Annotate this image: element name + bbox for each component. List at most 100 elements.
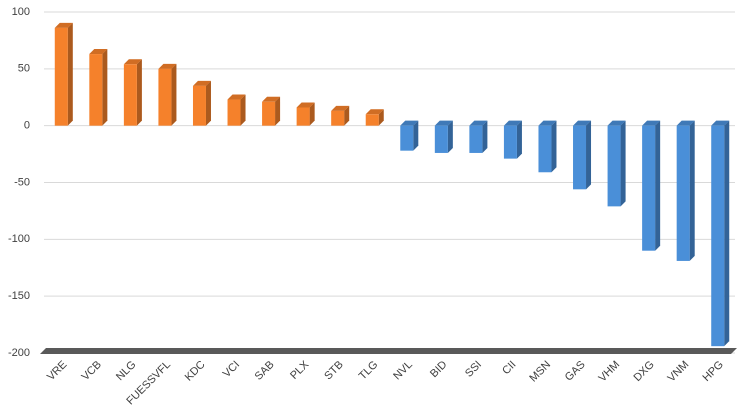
- bar-side-shade: [205, 80, 211, 126]
- bar-top: [158, 63, 177, 69]
- bar-side-shade: [378, 109, 384, 126]
- bar-side: [205, 80, 211, 126]
- x-tick-label: HPG: [701, 359, 726, 384]
- bar-side-shade: [655, 120, 661, 251]
- bar: [331, 110, 345, 126]
- bar-top: [642, 120, 661, 126]
- x-tick-label: NVL: [391, 359, 415, 383]
- x-tick-label: VHM: [596, 359, 622, 385]
- bar: [573, 125, 587, 190]
- bar-top: [503, 120, 522, 126]
- bar-top: [89, 49, 108, 55]
- bar-top-shade: [192, 80, 211, 86]
- bar-top: [607, 120, 626, 126]
- bar-side: [586, 120, 592, 190]
- bar-top: [227, 94, 246, 100]
- bar: [503, 125, 517, 159]
- bar-top-shade: [158, 63, 177, 69]
- x-tick-label: PLX: [288, 358, 312, 382]
- x-tick-label: DXG: [631, 359, 656, 384]
- x-tick-label: SAB: [253, 359, 277, 383]
- x-tick-label: CII: [500, 359, 518, 377]
- bar: [262, 101, 276, 126]
- bar-side-shade: [447, 120, 453, 153]
- bar-top-shade: [296, 102, 315, 108]
- bar-side: [482, 120, 488, 153]
- bar-top: [711, 120, 730, 126]
- x-tick-label: SSI: [463, 359, 484, 380]
- bar-side-shade: [724, 120, 730, 347]
- bar-side: [724, 120, 730, 347]
- bar-top-shade: [227, 94, 246, 100]
- bar-side: [240, 94, 246, 126]
- bar-side: [413, 120, 419, 151]
- bar-top: [400, 120, 419, 126]
- bar-top-shade: [711, 120, 730, 126]
- bar-side-shade: [136, 59, 142, 126]
- x-tick-label: VNM: [666, 359, 692, 385]
- bar-side: [378, 109, 384, 126]
- bar-top: [54, 22, 73, 28]
- bar-side: [551, 120, 557, 173]
- bar-top-shade: [642, 120, 661, 126]
- bar-top-shade: [331, 105, 350, 111]
- bar-top-shade: [676, 120, 695, 126]
- y-tick-label: -100: [8, 233, 30, 245]
- bar: [123, 64, 137, 126]
- x-tick-label: BID: [428, 359, 449, 380]
- bar-side: [655, 120, 661, 251]
- bar-side-shade: [275, 96, 281, 126]
- bar-top: [262, 96, 281, 102]
- bar-top-shade: [573, 120, 592, 126]
- bar-top: [296, 102, 315, 108]
- bar: [296, 107, 310, 126]
- x-tick-label: GAS: [563, 359, 588, 384]
- bar-side: [136, 59, 142, 126]
- bar-top-shade: [262, 96, 281, 102]
- bar: [400, 125, 414, 151]
- bar-side: [516, 120, 522, 159]
- bar-top: [331, 105, 350, 111]
- bar-side-shade: [689, 120, 695, 261]
- bar-side-shade: [171, 63, 177, 126]
- bar-top-shade: [434, 120, 453, 126]
- bar: [642, 125, 656, 251]
- x-tick-label: VCB: [80, 359, 104, 383]
- bar-side-shade: [413, 120, 419, 151]
- bar-top: [469, 120, 488, 126]
- x-tick-label: TLG: [357, 359, 381, 383]
- bar-top: [538, 120, 557, 126]
- y-tick-label: 0: [24, 120, 30, 132]
- bar-side: [102, 49, 108, 126]
- bar-side: [620, 120, 626, 207]
- bar-top-shade: [54, 22, 73, 28]
- y-tick-label: -200: [8, 347, 30, 359]
- floor: [40, 348, 737, 354]
- bar: [227, 99, 241, 126]
- bar-side-shade: [551, 120, 557, 173]
- bar-top: [192, 80, 211, 86]
- bar-top-shade: [469, 120, 488, 126]
- bar-top: [676, 120, 695, 126]
- bar-side-shade: [240, 94, 246, 126]
- bar-top-shade: [123, 59, 142, 65]
- bar-side: [309, 102, 315, 126]
- bar-side-shade: [67, 22, 73, 126]
- bar-top-shade: [538, 120, 557, 126]
- x-tick-label: NLG: [114, 359, 138, 383]
- bar-side: [275, 96, 281, 126]
- bar: [54, 27, 68, 126]
- x-tick-label: STB: [322, 359, 346, 383]
- bar-top-shade: [503, 120, 522, 126]
- bar-top-shade: [400, 120, 419, 126]
- bar: [711, 125, 725, 347]
- y-tick-label: 100: [12, 6, 30, 18]
- bar-top-shade: [365, 109, 384, 115]
- y-tick-label: -150: [8, 290, 30, 302]
- bar-side: [447, 120, 453, 153]
- bar: [89, 54, 103, 126]
- x-tick-label: KDC: [183, 359, 208, 384]
- bar-side-shade: [482, 120, 488, 153]
- bar-side-shade: [620, 120, 626, 207]
